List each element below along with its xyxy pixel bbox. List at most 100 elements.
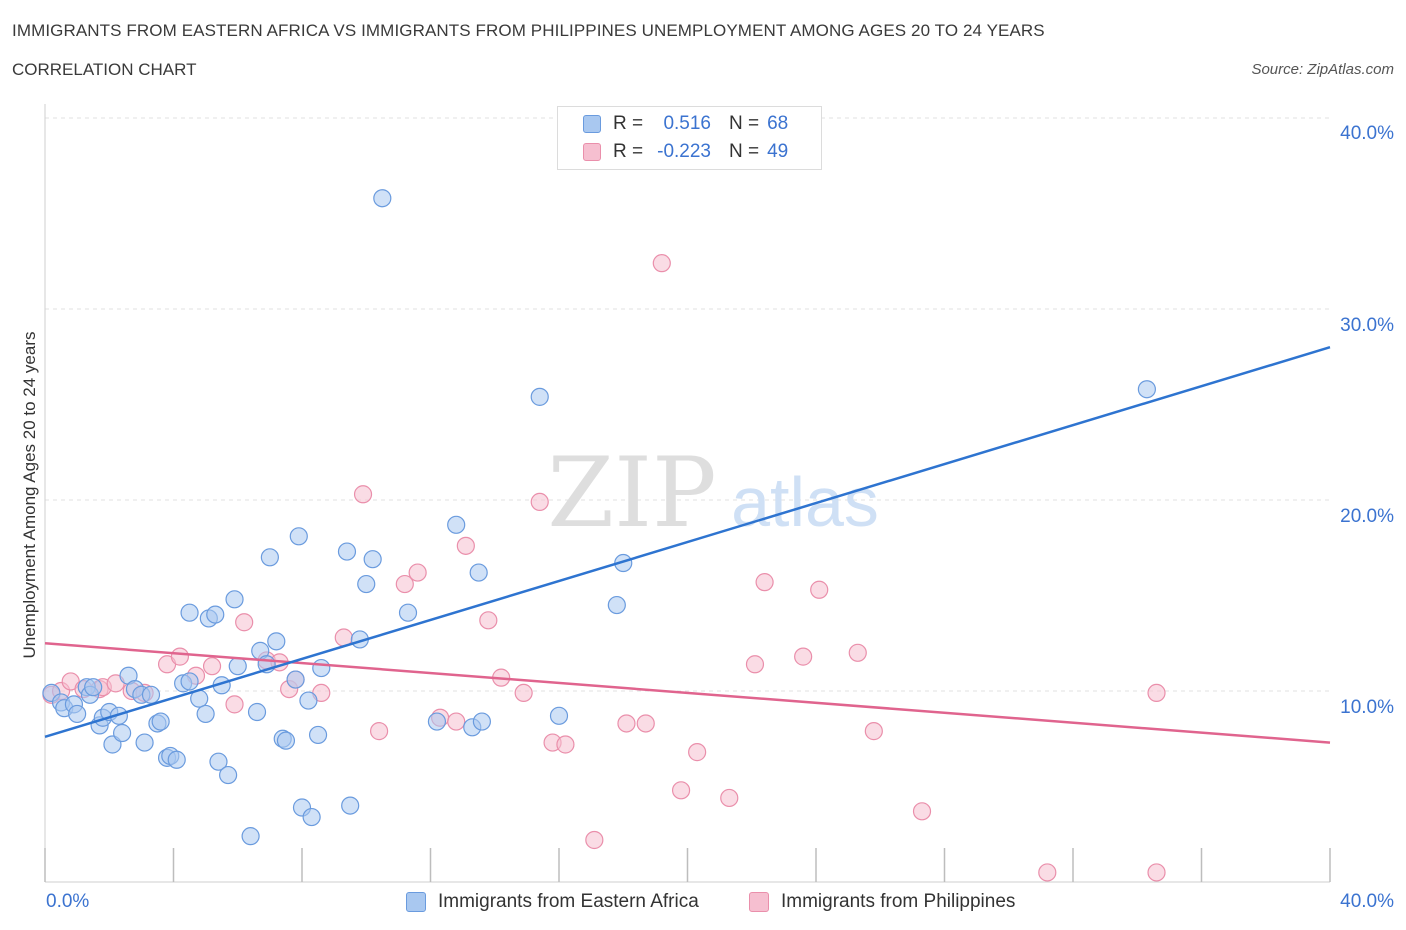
y-tick-label-20: 20.0% [1340, 506, 1394, 527]
watermark-atlas: atlas [731, 463, 879, 541]
data-point-philippines [514, 683, 533, 703]
legend-n-label: N = [729, 113, 760, 134]
trend-line-philippines [44, 642, 1331, 744]
source-label: Source: ZipAtlas.com [1251, 61, 1394, 78]
data-point-philippines [353, 485, 373, 504]
data-point-eastern-africa [286, 670, 305, 689]
legend-r-value: -0.223 [657, 141, 711, 162]
data-point-eastern-africa [549, 706, 569, 725]
chart-subtitle: CORRELATION CHART [12, 60, 197, 79]
data-point-philippines [395, 574, 414, 594]
data-point-eastern-africa [112, 723, 132, 743]
data-point-eastern-africa [180, 603, 199, 622]
data-point-eastern-africa [357, 574, 376, 594]
data-point-eastern-africa [141, 685, 161, 704]
data-point-philippines [755, 573, 774, 592]
data-point-eastern-africa [308, 725, 328, 745]
data-point-eastern-africa [206, 605, 225, 624]
data-point-eastern-africa [341, 796, 360, 815]
data-point-philippines [636, 714, 655, 733]
data-point-eastern-africa [469, 563, 488, 582]
data-point-philippines [479, 611, 498, 630]
data-point-eastern-africa [228, 657, 247, 676]
data-point-philippines [170, 647, 190, 666]
data-point-eastern-africa [135, 733, 154, 752]
correlation-legend: R = 0.516 N = 68 R = -0.223 N = 49 [557, 106, 822, 170]
data-point-eastern-africa [219, 765, 238, 785]
data-point-philippines [370, 722, 389, 741]
data-point-eastern-africa [337, 542, 357, 561]
data-point-eastern-africa [447, 515, 466, 534]
bottom-legend-swatch-pink [749, 892, 769, 912]
data-point-eastern-africa [530, 387, 549, 406]
legend-n-label: N = [729, 141, 760, 162]
data-point-eastern-africa [167, 750, 186, 769]
data-point-philippines [585, 830, 604, 850]
data-point-philippines [848, 643, 867, 662]
data-point-philippines [810, 580, 829, 599]
data-point-philippines [447, 712, 466, 731]
legend-swatch-blue [583, 115, 601, 133]
legend-swatch-pink [583, 143, 601, 161]
data-point-eastern-africa [180, 672, 199, 691]
bottom-legend-swatch-blue [406, 892, 426, 912]
trend-line-eastern-africa [44, 346, 1331, 739]
data-point-eastern-africa [84, 678, 103, 697]
data-point-philippines [864, 722, 883, 741]
data-point-eastern-africa [363, 550, 382, 569]
legend-row-philippines: R = -0.223 N = 49 [583, 140, 788, 164]
bottom-legend-label: Immigrants from Eastern Africa [438, 891, 699, 912]
legend-r-value: 0.516 [663, 113, 711, 134]
y-tick-label-10: 10.0% [1340, 697, 1394, 718]
data-point-philippines [745, 655, 765, 674]
legend-r-label: R = [613, 113, 644, 134]
data-point-eastern-africa [225, 590, 244, 609]
series-eastern-africa [42, 189, 1156, 846]
legend-r-label: R = [613, 141, 644, 162]
data-point-philippines [408, 563, 427, 582]
y-tick-label-30: 30.0% [1340, 315, 1394, 336]
data-point-eastern-africa [299, 691, 318, 710]
legend-row-eastern-africa: R = 0.516 N = 68 [583, 112, 788, 136]
data-point-eastern-africa [398, 603, 418, 622]
data-point-philippines [1147, 683, 1166, 703]
legend-n-value: 49 [767, 141, 789, 162]
chart-title: IMMIGRANTS FROM EASTERN AFRICA VS IMMIGR… [12, 21, 1045, 40]
y-axis-label: Unemployment Among Ages 20 to 24 years [20, 331, 39, 659]
data-point-eastern-africa [209, 752, 228, 771]
data-point-eastern-africa [68, 704, 87, 724]
watermark: ZIP atlas [547, 437, 879, 549]
data-point-philippines [1147, 863, 1166, 882]
legend-n-value: 68 [767, 113, 789, 134]
y-tick-label-40: 40.0% [1340, 123, 1394, 144]
data-point-eastern-africa [260, 548, 279, 567]
data-point-eastern-africa [267, 632, 286, 651]
data-point-eastern-africa [276, 731, 296, 750]
data-point-philippines [225, 695, 244, 714]
data-point-eastern-africa [427, 712, 447, 731]
trend-lines [44, 346, 1331, 744]
data-point-philippines [235, 613, 254, 632]
data-point-eastern-africa [241, 827, 260, 846]
bottom-legend-label: Immigrants from Philippines [781, 891, 1016, 912]
data-point-philippines [720, 788, 739, 808]
data-point-philippines [1038, 863, 1057, 882]
data-point-eastern-africa [151, 712, 170, 731]
data-point-philippines [794, 647, 813, 666]
axes [44, 104, 1331, 883]
data-point-eastern-africa [302, 807, 321, 827]
data-point-philippines [530, 492, 549, 512]
data-point-eastern-africa [1137, 380, 1156, 399]
watermark-zip: ZIP [547, 437, 716, 549]
data-point-philippines [456, 536, 475, 555]
x-tick-label-max: 40.0% [1340, 891, 1394, 912]
data-point-philippines [688, 743, 707, 762]
bottom-legend-eastern-africa: Immigrants from Eastern Africa [406, 890, 699, 914]
data-point-philippines [671, 781, 691, 800]
data-point-philippines [652, 254, 671, 273]
data-point-eastern-africa [607, 595, 626, 615]
data-point-eastern-africa [247, 702, 267, 722]
data-point-philippines [912, 802, 932, 821]
data-point-eastern-africa [289, 527, 308, 546]
bottom-legend-philippines: Immigrants from Philippines [749, 890, 1015, 914]
